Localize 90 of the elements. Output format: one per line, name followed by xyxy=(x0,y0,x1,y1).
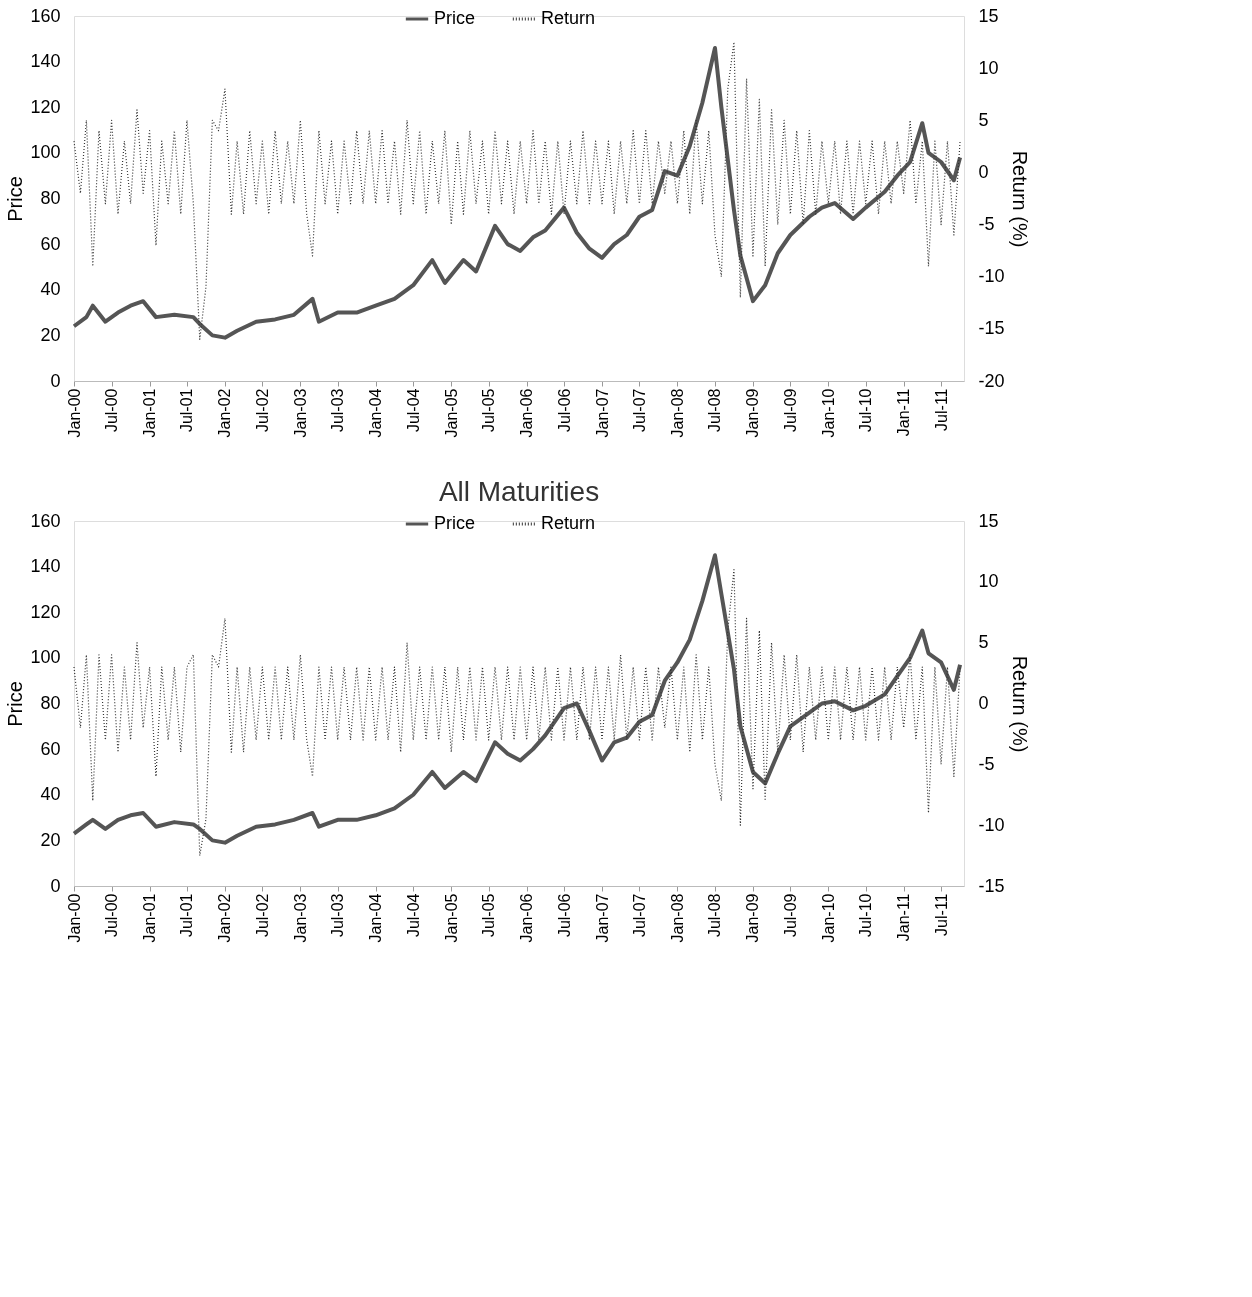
x-tick-label: Jan-11 xyxy=(895,388,913,437)
x-tick-label: Jul-00 xyxy=(103,893,121,938)
x-tick-label: Jul-04 xyxy=(404,388,422,433)
x-tick-label: Jul-08 xyxy=(706,388,724,433)
y2-tick-label: -10 xyxy=(978,266,1005,287)
x-tick-label: Jul-01 xyxy=(178,893,196,938)
y-tick-label: 120 xyxy=(30,601,61,622)
y-tick-label: 20 xyxy=(40,324,61,345)
x-tick-label: Jul-00 xyxy=(103,388,121,433)
x-tick-label: Jan-07 xyxy=(593,388,611,438)
x-tick-label: Jan-05 xyxy=(442,388,460,438)
y-tick-label: 20 xyxy=(40,829,61,850)
x-tick-label: Jan-08 xyxy=(668,893,686,943)
x-tick-label: Jan-02 xyxy=(216,388,234,438)
x-tick-label: Jan-11 xyxy=(895,893,913,942)
x-tick-label: Jul-05 xyxy=(480,388,498,433)
x-tick-label: Jan-01 xyxy=(141,388,159,438)
y2-tick-label: 0 xyxy=(978,693,989,713)
legend-label: Return xyxy=(541,8,596,28)
x-tick-label: Jul-02 xyxy=(253,388,271,433)
y-tick-label: 100 xyxy=(30,647,61,668)
y2-tick-label: 10 xyxy=(978,57,999,78)
x-tick-label: Jan-04 xyxy=(367,893,385,943)
y-tick-label: 160 xyxy=(30,5,61,26)
y2-tick-label: -5 xyxy=(978,214,995,235)
y-tick-label: 80 xyxy=(40,693,61,713)
legend-label: Price xyxy=(434,513,476,533)
y2-tick-label: 15 xyxy=(978,5,999,26)
x-tick-label: Jul-03 xyxy=(329,388,347,433)
x-tick-label: Jan-06 xyxy=(518,388,536,438)
chart-title: All Maturities xyxy=(438,476,600,507)
x-tick-label: Jul-11 xyxy=(932,893,950,936)
x-tick-label: Jul-06 xyxy=(555,388,573,433)
y-tick-label: 40 xyxy=(40,279,61,300)
y2-axis-title: Return (%) xyxy=(1008,150,1031,248)
x-tick-label: Jul-08 xyxy=(706,893,724,938)
y-tick-label: 60 xyxy=(40,233,61,254)
x-tick-label: Jul-09 xyxy=(781,893,799,938)
y-tick-label: 140 xyxy=(30,51,61,72)
x-tick-label: Jan-07 xyxy=(593,893,611,943)
x-tick-label: Jul-03 xyxy=(329,893,347,938)
y2-axis-title: Return (%) xyxy=(1008,655,1031,753)
y-tick-label: 100 xyxy=(30,142,61,163)
x-tick-label: Jan-06 xyxy=(518,893,536,943)
x-tick-label: Jul-05 xyxy=(480,893,498,938)
x-tick-label: Jan-03 xyxy=(291,893,309,943)
y2-tick-label: -15 xyxy=(978,875,1005,896)
x-tick-label: Jan-03 xyxy=(291,388,309,438)
legend-label: Price xyxy=(434,8,476,28)
x-tick-label: Jan-00 xyxy=(65,893,83,943)
x-tick-label: Jul-04 xyxy=(404,893,422,938)
x-tick-label: Jan-04 xyxy=(367,388,385,438)
x-tick-label: Jan-08 xyxy=(668,388,686,438)
y2-tick-label: 5 xyxy=(978,109,989,130)
x-tick-label: Jul-09 xyxy=(781,388,799,433)
x-tick-label: Jan-09 xyxy=(744,388,762,438)
legend-label: Return xyxy=(541,513,596,533)
x-tick-label: Jul-11 xyxy=(932,388,950,431)
x-tick-label: Jul-10 xyxy=(857,893,875,938)
x-tick-label: Jul-07 xyxy=(630,388,648,433)
y2-tick-label: -10 xyxy=(978,814,1005,835)
x-tick-label: Jan-09 xyxy=(744,893,762,943)
y-tick-label: 120 xyxy=(30,96,61,117)
y-tick-label: 0 xyxy=(50,875,61,896)
y-tick-label: 0 xyxy=(50,370,61,391)
y-axis-title: Price xyxy=(4,681,27,727)
x-tick-label: Jul-06 xyxy=(555,893,573,938)
y2-tick-label: 5 xyxy=(978,632,989,653)
x-tick-label: Jan-05 xyxy=(442,893,460,943)
x-tick-label: Jan-00 xyxy=(65,388,83,438)
y-tick-label: 160 xyxy=(30,510,61,531)
y2-tick-label: -15 xyxy=(978,318,1005,339)
y2-tick-label: -20 xyxy=(978,370,1005,391)
y-tick-label: 80 xyxy=(40,188,61,208)
y-tick-label: 40 xyxy=(40,784,61,805)
x-tick-label: Jan-02 xyxy=(216,893,234,943)
y-tick-label: 140 xyxy=(30,556,61,577)
x-tick-label: Jan-10 xyxy=(819,388,837,438)
y2-tick-label: 10 xyxy=(978,571,999,592)
x-tick-label: Jul-01 xyxy=(178,388,196,433)
y2-tick-label: 0 xyxy=(978,161,989,182)
x-tick-label: Jul-02 xyxy=(253,893,271,938)
x-tick-label: Jan-01 xyxy=(141,893,159,943)
y-tick-label: 60 xyxy=(40,738,61,759)
x-tick-label: Jul-07 xyxy=(630,893,648,938)
x-tick-label: Jan-10 xyxy=(819,893,837,943)
y2-tick-label: -5 xyxy=(978,753,995,774)
y2-tick-label: 15 xyxy=(978,510,999,531)
y-axis-title: Price xyxy=(4,176,27,222)
x-tick-label: Jul-10 xyxy=(857,388,875,433)
